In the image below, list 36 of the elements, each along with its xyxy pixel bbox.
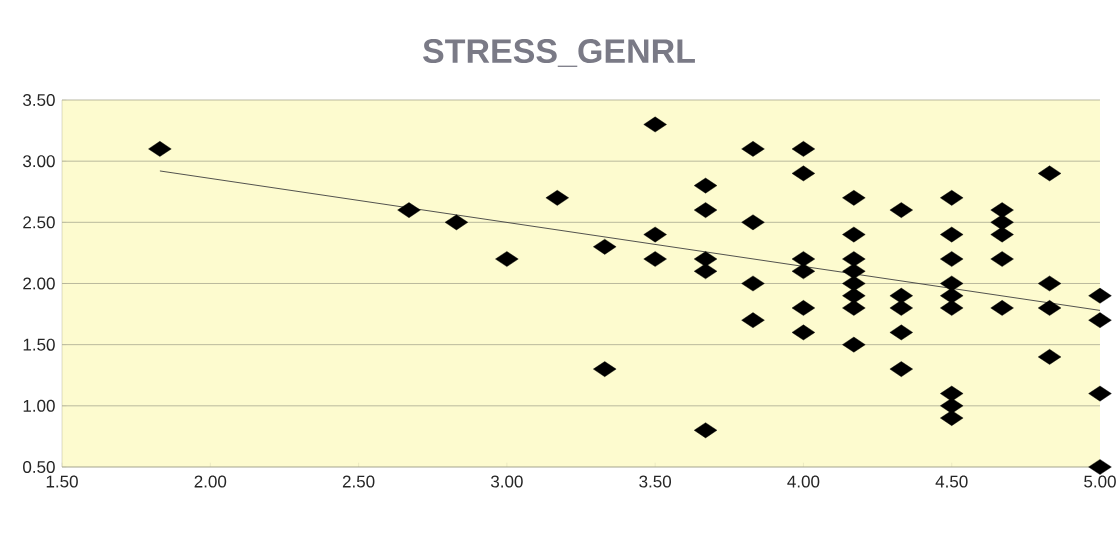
x-tick-label: 3.00 — [490, 475, 523, 488]
x-tick-label: 2.50 — [342, 475, 375, 488]
x-tick-label: 4.50 — [935, 475, 968, 488]
point — [1088, 287, 1112, 304]
point — [889, 287, 913, 304]
x-tick-label: 3.50 — [639, 475, 672, 488]
point — [842, 275, 866, 292]
point — [940, 287, 964, 304]
point — [940, 226, 964, 243]
y-tick-label: 3.00 — [23, 155, 55, 168]
point — [741, 275, 765, 292]
y-tick-label: 1.00 — [23, 399, 55, 412]
point — [990, 226, 1014, 243]
point — [889, 324, 913, 341]
point — [940, 385, 964, 402]
x-tick-label: 1.50 — [46, 475, 78, 488]
point — [593, 238, 617, 255]
y-tick-label: 3.50 — [23, 93, 55, 107]
point — [842, 226, 866, 243]
point — [990, 214, 1014, 231]
point — [1088, 385, 1112, 402]
chart-title: STRESS_GENRL — [423, 39, 695, 67]
y-tick-label: 0.50 — [23, 460, 55, 474]
point — [842, 263, 866, 280]
point — [741, 214, 765, 231]
y-tick-label: 1.50 — [23, 338, 55, 351]
point — [842, 336, 866, 353]
point — [842, 287, 866, 304]
x-tick-label: 4.00 — [787, 475, 820, 488]
point — [643, 226, 667, 243]
x-tick-label: 5.00 — [1084, 475, 1116, 488]
point — [643, 116, 667, 133]
y-tick-label: 2.50 — [23, 216, 55, 229]
x-tick-label: 2.00 — [194, 475, 227, 488]
point — [940, 275, 964, 292]
y-tick-label: 2.00 — [23, 277, 55, 290]
